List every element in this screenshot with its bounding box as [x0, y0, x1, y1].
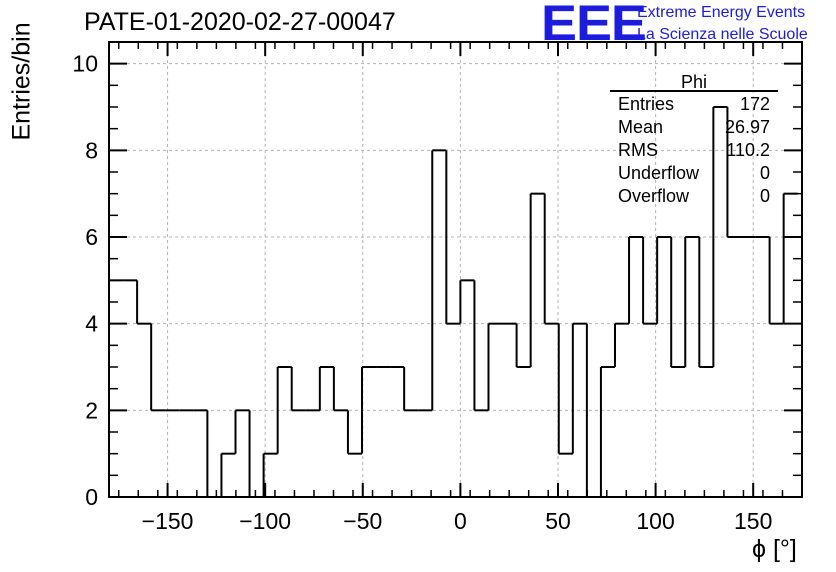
stats-title: Phi [681, 72, 707, 92]
y-tick-label: 10 [72, 51, 98, 77]
stats-value: 110.2 [726, 140, 770, 160]
stats-label: RMS [618, 140, 658, 160]
stats-box: Phi Entries 172 Mean 26.97 RMS 110.2 Underflow 0… [610, 72, 778, 206]
x-tick-label: 0 [454, 508, 467, 534]
x-tick-label: −100 [239, 508, 291, 534]
y-tick-label: 8 [85, 137, 98, 163]
plot-frame [108, 41, 803, 498]
x-tick-label: 50 [545, 508, 571, 534]
stats-value: 26.97 [725, 117, 770, 137]
x-tick-label: 150 [734, 508, 772, 534]
grid [109, 42, 802, 497]
stats-value: 0 [760, 163, 770, 183]
logo-text-line2: La Scienza nelle Scuole [637, 26, 808, 43]
stats-label: Underflow [618, 163, 700, 183]
x-tick-label: −50 [343, 508, 382, 534]
logo-text-line1: Extreme Energy Events [637, 4, 806, 21]
x-axis-label: ϕ [°] [752, 535, 797, 563]
y-tick-label: 6 [85, 224, 98, 250]
y-tick-label: 2 [85, 397, 98, 423]
stats-value: 172 [740, 94, 770, 114]
y-tick-label: 0 [85, 484, 98, 510]
x-tick-label: 100 [636, 508, 674, 534]
stats-label: Entries [618, 94, 674, 114]
y-tick-label: 4 [85, 311, 98, 337]
tick-labels: −150 −100 −50 0 50 100 150 0 2 4 6 8 10 [72, 51, 772, 534]
stats-value: 0 [760, 186, 770, 206]
axis-ticks [109, 42, 803, 498]
x-tick-label: −150 [142, 508, 194, 534]
stats-label: Overflow [618, 186, 690, 206]
chart-title: PATE-01-2020-02-27-00047 [84, 8, 396, 36]
stats-label: Mean [618, 117, 663, 137]
